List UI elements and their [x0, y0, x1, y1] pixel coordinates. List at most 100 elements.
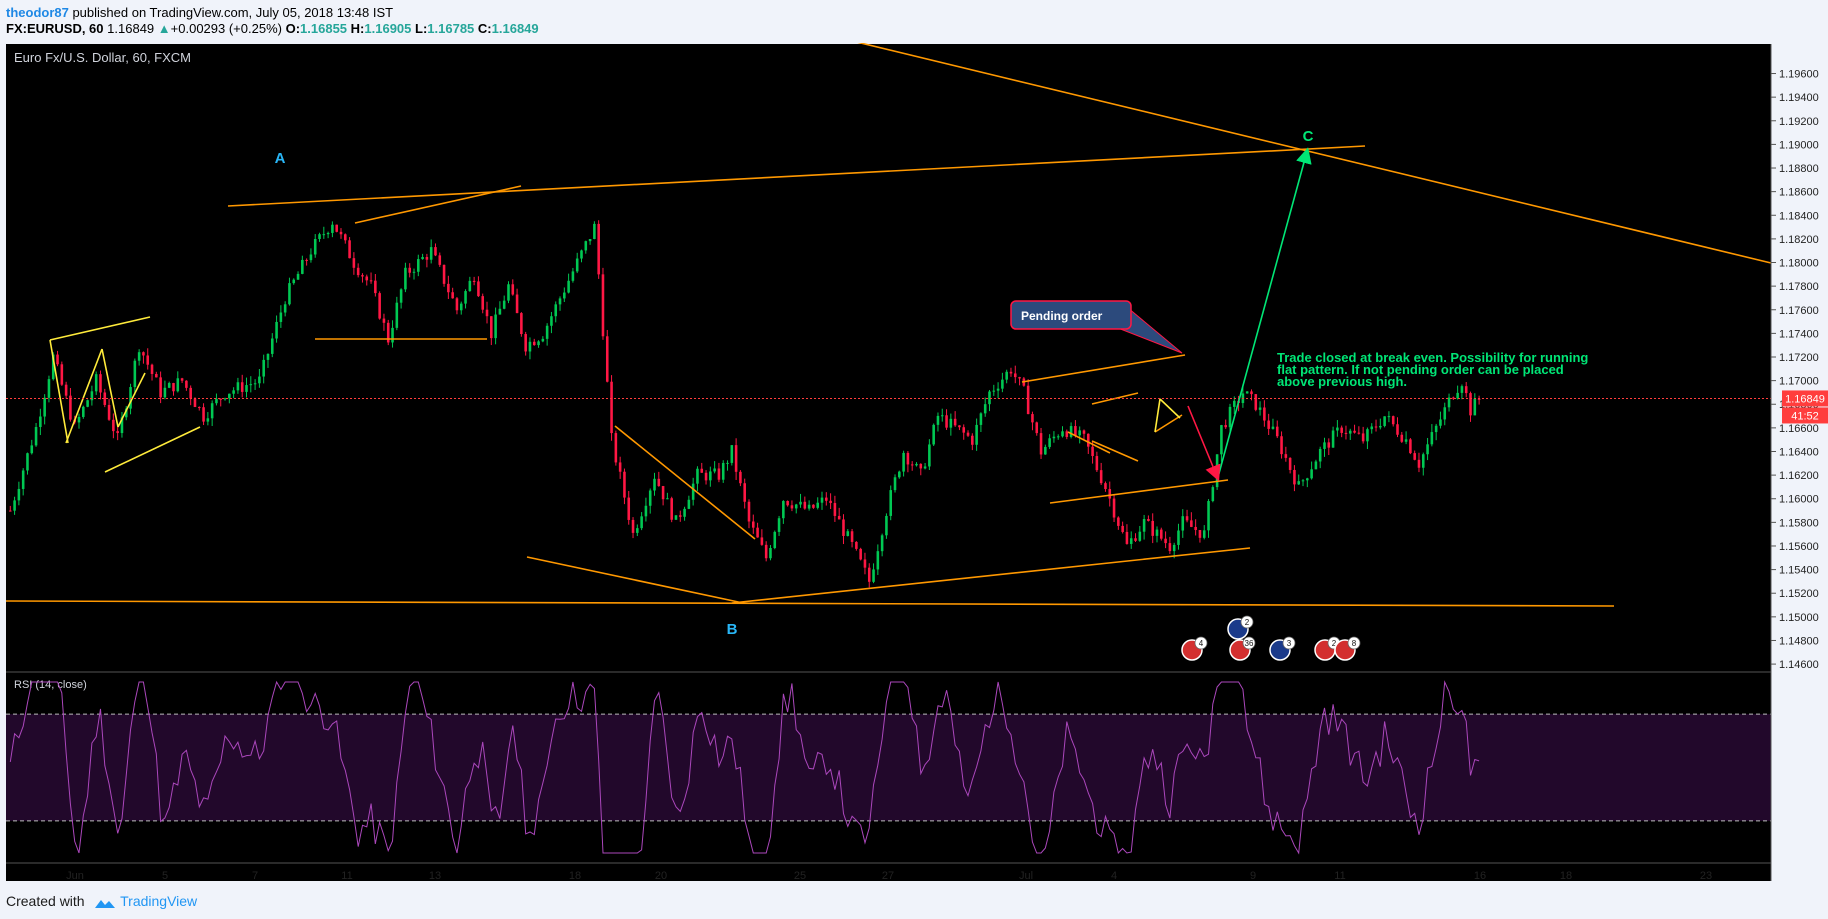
channel-line-5: [101, 348, 119, 428]
publish-line: theodor87 published on TradingView.com, …: [6, 5, 393, 20]
candle-body: [627, 497, 631, 520]
time-tick-label: 11: [341, 870, 352, 882]
price-chart[interactable]: A B C Pending order Trade closed at break ev…: [0, 43, 1828, 883]
price-tick-label: 1.14800: [1779, 635, 1819, 647]
candle-body: [597, 223, 600, 275]
candle-body: [1039, 433, 1043, 455]
candle-body: [554, 304, 558, 317]
candle-body: [288, 283, 291, 305]
candle-body: [623, 471, 626, 498]
candle-body: [1185, 516, 1189, 521]
candle-body: [13, 500, 16, 511]
author-link[interactable]: theodor87: [6, 5, 69, 20]
wave-label-c: C: [1303, 128, 1314, 145]
rsi-label: RSI (14, close): [14, 679, 87, 691]
candle-body: [1284, 454, 1288, 458]
candle-body: [704, 472, 708, 481]
us-flag-icon[interactable]: 8: [1334, 636, 1361, 661]
candle-body: [103, 392, 107, 405]
candle-body: [253, 383, 257, 385]
candle-body: [777, 518, 781, 532]
price-tick-label: 1.15200: [1779, 588, 1819, 600]
candle-body: [971, 435, 974, 445]
candle-body: [502, 300, 506, 309]
candle-body: [829, 500, 832, 504]
candle-body: [872, 569, 875, 582]
candle-body: [1417, 459, 1421, 468]
callout-text: Pending order: [1021, 309, 1103, 323]
candle-body: [210, 403, 214, 419]
candle-body: [408, 267, 411, 273]
us-flag-icon[interactable]: 2: [1314, 636, 1341, 661]
candle-body: [1353, 430, 1356, 433]
candle-body: [270, 338, 274, 354]
candle-body: [206, 418, 210, 422]
candle-body: [696, 468, 699, 484]
candle-body: [846, 531, 850, 536]
candle-body: [1469, 393, 1472, 416]
us-flag-icon[interactable]: 4: [1181, 636, 1208, 661]
rsi-band: [6, 714, 1771, 821]
tradingview-link[interactable]: TradingView: [120, 893, 198, 909]
candle-body: [1013, 373, 1017, 378]
candle-body: [842, 519, 845, 536]
candle-body: [180, 378, 184, 381]
us-flag-icon[interactable]: 36: [1229, 636, 1256, 661]
rsi-pane: 75.000050.000025.0000RSI (14, close): [6, 671, 1819, 855]
price-tick-label: 1.16200: [1779, 470, 1819, 482]
event-count: 2: [1245, 618, 1250, 627]
candle-body: [249, 384, 253, 386]
candle-body: [39, 416, 42, 428]
time-tick-label: 18: [1560, 870, 1572, 882]
candle-body: [1409, 439, 1412, 454]
candle-body: [1293, 469, 1296, 485]
candle-body: [653, 478, 656, 491]
candle-body: [193, 398, 197, 408]
countdown-label: 41:52: [1791, 410, 1819, 422]
tradingview-logo-icon[interactable]: [94, 896, 116, 909]
candle-body: [678, 515, 682, 517]
price-tick-label: 1.19600: [1779, 69, 1819, 81]
candle-body: [262, 359, 265, 377]
economic-events: 4 2 36 3 2 8: [1181, 615, 1361, 661]
candle-body: [150, 364, 154, 374]
eu-flag-icon[interactable]: 3: [1269, 636, 1296, 661]
price-tick-label: 1.19000: [1779, 139, 1819, 151]
candle-body: [1198, 530, 1202, 538]
candle-body: [717, 468, 721, 480]
time-tick-label: 16: [1474, 870, 1486, 882]
candle-body: [86, 400, 89, 407]
candle-body: [550, 316, 553, 326]
candle-body: [343, 234, 347, 241]
event-count: 2: [1332, 639, 1337, 648]
candle-body: [219, 398, 223, 400]
candle-body: [202, 407, 205, 422]
eu-flag-icon[interactable]: 2: [1227, 615, 1254, 640]
candle-body: [837, 515, 841, 520]
candle-body: [197, 407, 201, 409]
candle-body: [983, 404, 987, 414]
symbol-label[interactable]: FX:EURUSD, 60: [6, 21, 104, 36]
candle-body: [575, 258, 579, 272]
candle-body: [240, 382, 244, 392]
candle-body: [889, 490, 893, 516]
candle-body: [644, 505, 648, 517]
candle-body: [910, 464, 914, 466]
price-tick-label: 1.15000: [1779, 612, 1819, 624]
candle-body: [1443, 407, 1447, 420]
candle-body: [1426, 444, 1429, 455]
candle-body: [258, 376, 261, 384]
candle-body: [850, 531, 854, 542]
candle-body: [537, 341, 540, 346]
candle-body: [1061, 431, 1064, 437]
candle-body: [1078, 430, 1081, 436]
candle-body: [966, 432, 970, 436]
candle-body: [532, 341, 536, 346]
time-tick-label: 27: [882, 870, 894, 882]
candle-body: [648, 490, 652, 506]
candle-body: [1117, 517, 1120, 526]
candle-body: [1258, 407, 1262, 410]
candle-body: [69, 395, 72, 420]
price-tick-label: 1.18200: [1779, 234, 1819, 246]
price-tick-label: 1.18000: [1779, 258, 1819, 270]
